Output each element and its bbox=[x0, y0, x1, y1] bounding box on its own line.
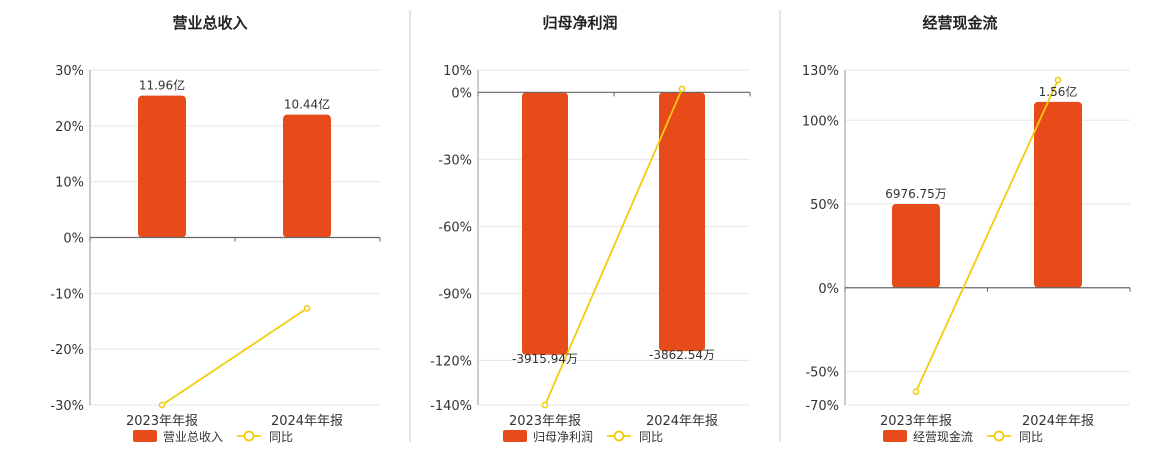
yoy-point-2 bbox=[1054, 76, 1062, 84]
legend-bar-label: 经营现金流 bbox=[913, 429, 973, 444]
bar-1 bbox=[138, 95, 186, 238]
y-tick-label: -120% bbox=[430, 354, 472, 369]
chart-title-2: 归母净利润 bbox=[542, 14, 617, 32]
yoy-point-2 bbox=[303, 305, 311, 312]
legend-bar-label: 归母净利润 bbox=[533, 430, 593, 444]
bar-data-label-1: 6976.75万 bbox=[885, 187, 947, 201]
y-tick-label: -10% bbox=[50, 287, 84, 302]
y-tick-label: -50% bbox=[805, 366, 839, 381]
x-category-label: 2024年年报 bbox=[271, 414, 343, 429]
legend-bar-swatch bbox=[883, 430, 907, 442]
yoy-point-2 bbox=[678, 85, 686, 93]
bar-2 bbox=[1034, 101, 1082, 288]
y-tick-label: -30% bbox=[438, 153, 472, 168]
y-tick-label: 100% bbox=[802, 114, 839, 129]
y-tick-label: 10% bbox=[443, 64, 472, 79]
legend-bar-label: 营业总收入 bbox=[163, 430, 223, 444]
y-tick-label: 0% bbox=[818, 282, 839, 297]
bar-2 bbox=[659, 92, 705, 352]
bar-data-label-1: -3915.94万 bbox=[512, 352, 578, 366]
x-category-label: 2023年年报 bbox=[509, 414, 581, 429]
yoy-line bbox=[544, 88, 683, 406]
bar-1 bbox=[522, 92, 568, 355]
bar-data-label-2: -3862.54万 bbox=[649, 348, 715, 362]
legend-line-label: 同比 bbox=[269, 430, 293, 444]
y-tick-label: 0% bbox=[63, 232, 84, 247]
y-tick-label: -60% bbox=[438, 220, 472, 235]
chart-title-3: 经营现金流 bbox=[922, 14, 997, 32]
bar-data-label-2: 10.44亿 bbox=[284, 97, 330, 112]
legend: 归母净利润 同比 bbox=[503, 430, 663, 444]
yoy-point-1 bbox=[912, 388, 920, 395]
legend-line-marker bbox=[243, 430, 255, 442]
chart-panel-3: 经营现金流 130% 100% 50% 0% -50% -70% 6976.75万 1.56亿 2… bbox=[802, 14, 1131, 444]
yoy-point-1 bbox=[158, 401, 166, 409]
chart-panel-1: 营业总收入 30% 20% 10% 0% -10% -20% -30% 11.96亿 10.44亿… bbox=[50, 14, 381, 444]
bar-data-label-2: 1.56亿 bbox=[1039, 84, 1078, 99]
yoy-point-1 bbox=[541, 401, 549, 409]
legend-bar-swatch bbox=[503, 430, 527, 442]
legend-line-marker bbox=[993, 430, 1005, 442]
y-tick-label: 10% bbox=[55, 176, 84, 191]
y-tick-label: 130% bbox=[802, 64, 839, 79]
y-tick-label: -140% bbox=[430, 399, 472, 414]
y-tick-label: 0% bbox=[451, 86, 472, 101]
legend-line-label: 同比 bbox=[1019, 430, 1043, 444]
legend: 经营现金流 同比 bbox=[883, 429, 1043, 444]
y-tick-label: -20% bbox=[50, 343, 84, 358]
bar-1 bbox=[892, 204, 940, 288]
bar-data-label-1: 11.96亿 bbox=[139, 78, 185, 93]
bar-2 bbox=[283, 114, 331, 238]
x-category-label: 2024年年报 bbox=[1022, 414, 1094, 429]
yoy-line bbox=[161, 307, 308, 406]
x-category-label: 2023年年报 bbox=[126, 414, 198, 429]
legend-bar-swatch bbox=[133, 430, 157, 442]
legend: 营业总收入 同比 bbox=[133, 430, 293, 444]
y-tick-label: 50% bbox=[810, 198, 839, 213]
y-tick-label: -90% bbox=[438, 287, 472, 302]
x-category-label: 2024年年报 bbox=[646, 414, 718, 429]
yoy-line bbox=[915, 79, 1059, 392]
y-tick-label: 30% bbox=[55, 64, 84, 79]
y-tick-label: -70% bbox=[805, 399, 839, 414]
y-tick-label: 20% bbox=[55, 120, 84, 135]
x-category-label: 2023年年报 bbox=[880, 414, 952, 429]
chart-panel-2: 归母净利润 10% 0% -30% -60% -90% -120% -140% -3915.94… bbox=[430, 14, 751, 444]
legend-line-marker bbox=[613, 430, 625, 442]
legend-line-label: 同比 bbox=[639, 430, 663, 444]
y-tick-label: -30% bbox=[50, 399, 84, 414]
chart-title-1: 营业总收入 bbox=[172, 14, 247, 32]
